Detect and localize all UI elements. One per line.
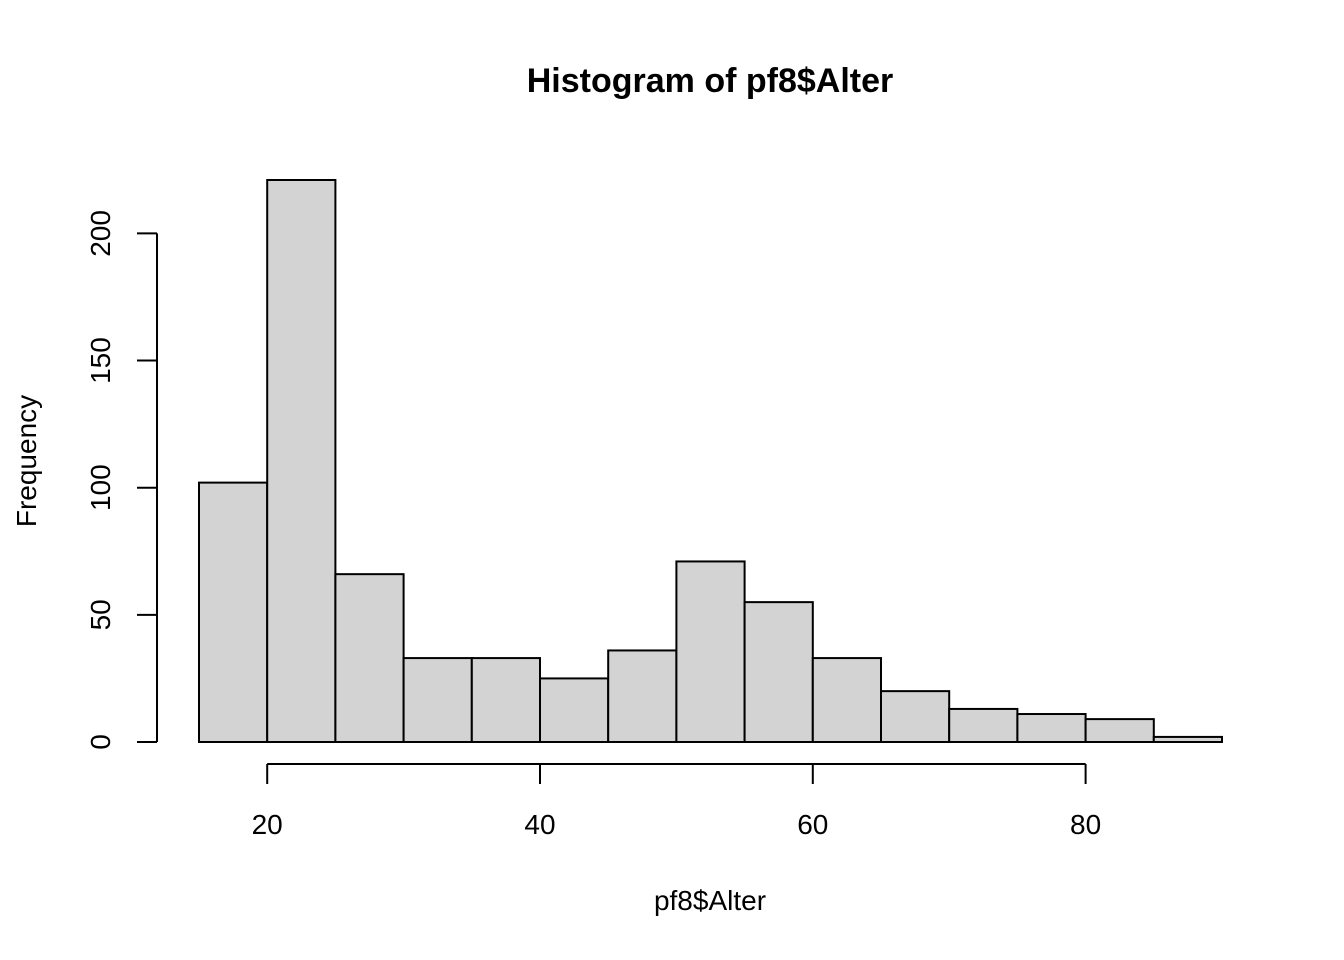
y-tick-label-200: 200 (85, 210, 116, 257)
y-tick-label-0: 0 (85, 734, 116, 750)
histogram-bar-55-60 (743, 601, 814, 743)
x-tick-label-20: 20 (252, 809, 283, 840)
y-tick-label-150: 150 (85, 337, 116, 384)
x-tick-label-40: 40 (524, 809, 555, 840)
x-tick-label-60: 60 (797, 809, 828, 840)
x-axis: 20 40 60 80 (252, 763, 1101, 840)
histogram-bar-70-75 (948, 707, 1019, 743)
histogram-bar-25-30 (334, 573, 405, 743)
histogram-bar-60-65 (811, 657, 882, 743)
histogram-bar-20-25 (266, 179, 337, 743)
histogram-bar-35-40 (470, 657, 541, 743)
y-axis-label: Frequency (11, 395, 42, 527)
histogram-bar-65-70 (880, 690, 951, 743)
y-tick-label-50: 50 (85, 599, 116, 630)
histogram-bars (198, 179, 1224, 744)
histogram-bar-15-20 (198, 481, 269, 743)
histogram-bar-40-45 (539, 677, 610, 744)
x-axis-label: pf8$Alter (654, 885, 766, 916)
histogram-bar-30-35 (402, 657, 473, 743)
histogram-bar-75-80 (1016, 713, 1087, 744)
histogram-bar-45-50 (607, 649, 678, 744)
histogram-bar-50-55 (675, 560, 746, 743)
y-axis: 0 50 100 150 200 (85, 210, 158, 750)
y-tick-label-100: 100 (85, 464, 116, 511)
chart-title: Histogram of pf8$Alter (527, 62, 894, 100)
histogram-bar-80-85 (1084, 718, 1155, 743)
histogram-bar-85-90 (1152, 735, 1224, 743)
x-tick-label-80: 80 (1070, 809, 1101, 840)
